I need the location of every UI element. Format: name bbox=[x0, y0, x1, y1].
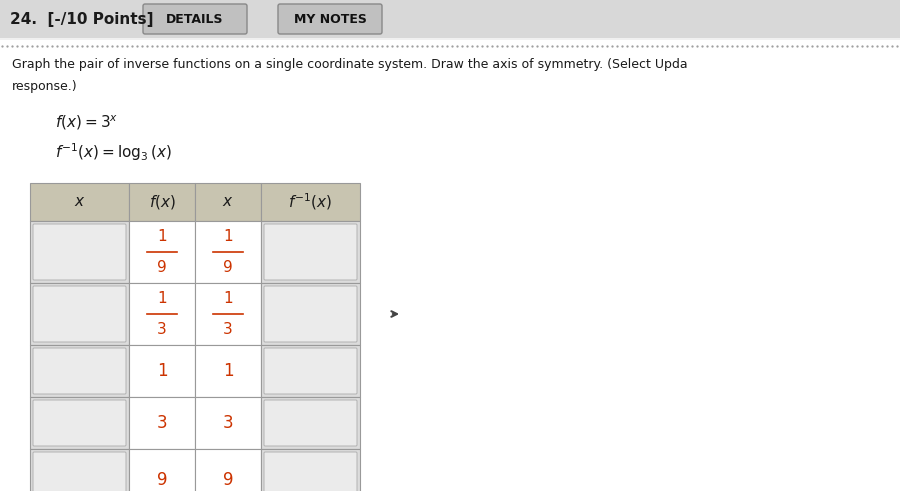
Text: 1: 1 bbox=[222, 362, 233, 380]
FancyBboxPatch shape bbox=[33, 400, 126, 446]
Text: $x$: $x$ bbox=[74, 194, 86, 210]
FancyBboxPatch shape bbox=[30, 449, 129, 491]
FancyBboxPatch shape bbox=[30, 221, 129, 283]
FancyBboxPatch shape bbox=[261, 449, 360, 491]
FancyBboxPatch shape bbox=[195, 183, 261, 221]
FancyBboxPatch shape bbox=[195, 397, 261, 449]
FancyBboxPatch shape bbox=[195, 221, 261, 283]
Text: 24.  [-/10 Points]: 24. [-/10 Points] bbox=[10, 11, 154, 27]
FancyBboxPatch shape bbox=[261, 283, 360, 345]
FancyBboxPatch shape bbox=[30, 345, 129, 397]
FancyBboxPatch shape bbox=[0, 40, 900, 491]
FancyBboxPatch shape bbox=[264, 400, 357, 446]
FancyBboxPatch shape bbox=[264, 286, 357, 342]
Text: 9: 9 bbox=[158, 260, 166, 275]
FancyBboxPatch shape bbox=[195, 449, 261, 491]
Text: 1: 1 bbox=[223, 291, 233, 306]
FancyBboxPatch shape bbox=[30, 183, 129, 221]
Text: 9: 9 bbox=[223, 260, 233, 275]
FancyBboxPatch shape bbox=[33, 348, 126, 394]
FancyBboxPatch shape bbox=[33, 286, 126, 342]
FancyBboxPatch shape bbox=[264, 224, 357, 280]
FancyBboxPatch shape bbox=[129, 397, 195, 449]
Text: $f^{-1}(x) = \log_3(x)$: $f^{-1}(x) = \log_3(x)$ bbox=[55, 141, 172, 163]
FancyBboxPatch shape bbox=[261, 183, 360, 221]
Text: 3: 3 bbox=[158, 322, 166, 337]
Text: $f^{-1}(x)$: $f^{-1}(x)$ bbox=[288, 191, 333, 212]
FancyBboxPatch shape bbox=[129, 449, 195, 491]
FancyBboxPatch shape bbox=[143, 4, 247, 34]
FancyBboxPatch shape bbox=[261, 345, 360, 397]
Text: MY NOTES: MY NOTES bbox=[293, 12, 366, 26]
Text: 1: 1 bbox=[158, 291, 166, 306]
FancyBboxPatch shape bbox=[30, 283, 129, 345]
FancyBboxPatch shape bbox=[129, 345, 195, 397]
FancyBboxPatch shape bbox=[129, 283, 195, 345]
FancyBboxPatch shape bbox=[278, 4, 382, 34]
Text: $f(x) = 3^x$: $f(x) = 3^x$ bbox=[55, 113, 118, 132]
Text: 9: 9 bbox=[223, 471, 233, 489]
FancyBboxPatch shape bbox=[0, 0, 900, 38]
FancyBboxPatch shape bbox=[195, 345, 261, 397]
FancyBboxPatch shape bbox=[129, 221, 195, 283]
FancyBboxPatch shape bbox=[261, 221, 360, 283]
Text: 1: 1 bbox=[158, 229, 166, 244]
Text: $x$: $x$ bbox=[222, 194, 234, 210]
Text: 1: 1 bbox=[223, 229, 233, 244]
FancyBboxPatch shape bbox=[33, 224, 126, 280]
FancyBboxPatch shape bbox=[195, 283, 261, 345]
FancyBboxPatch shape bbox=[33, 452, 126, 491]
Text: Graph the pair of inverse functions on a single coordinate system. Draw the axis: Graph the pair of inverse functions on a… bbox=[12, 58, 688, 71]
Text: 9: 9 bbox=[157, 471, 167, 489]
Text: 3: 3 bbox=[222, 414, 233, 432]
FancyBboxPatch shape bbox=[264, 348, 357, 394]
Text: 1: 1 bbox=[157, 362, 167, 380]
FancyBboxPatch shape bbox=[129, 183, 195, 221]
FancyBboxPatch shape bbox=[264, 452, 357, 491]
Text: DETAILS: DETAILS bbox=[166, 12, 224, 26]
Text: $f(x)$: $f(x)$ bbox=[148, 193, 176, 211]
Text: response.): response.) bbox=[12, 80, 77, 93]
Text: 3: 3 bbox=[157, 414, 167, 432]
Text: 3: 3 bbox=[223, 322, 233, 337]
FancyBboxPatch shape bbox=[261, 397, 360, 449]
FancyBboxPatch shape bbox=[30, 397, 129, 449]
